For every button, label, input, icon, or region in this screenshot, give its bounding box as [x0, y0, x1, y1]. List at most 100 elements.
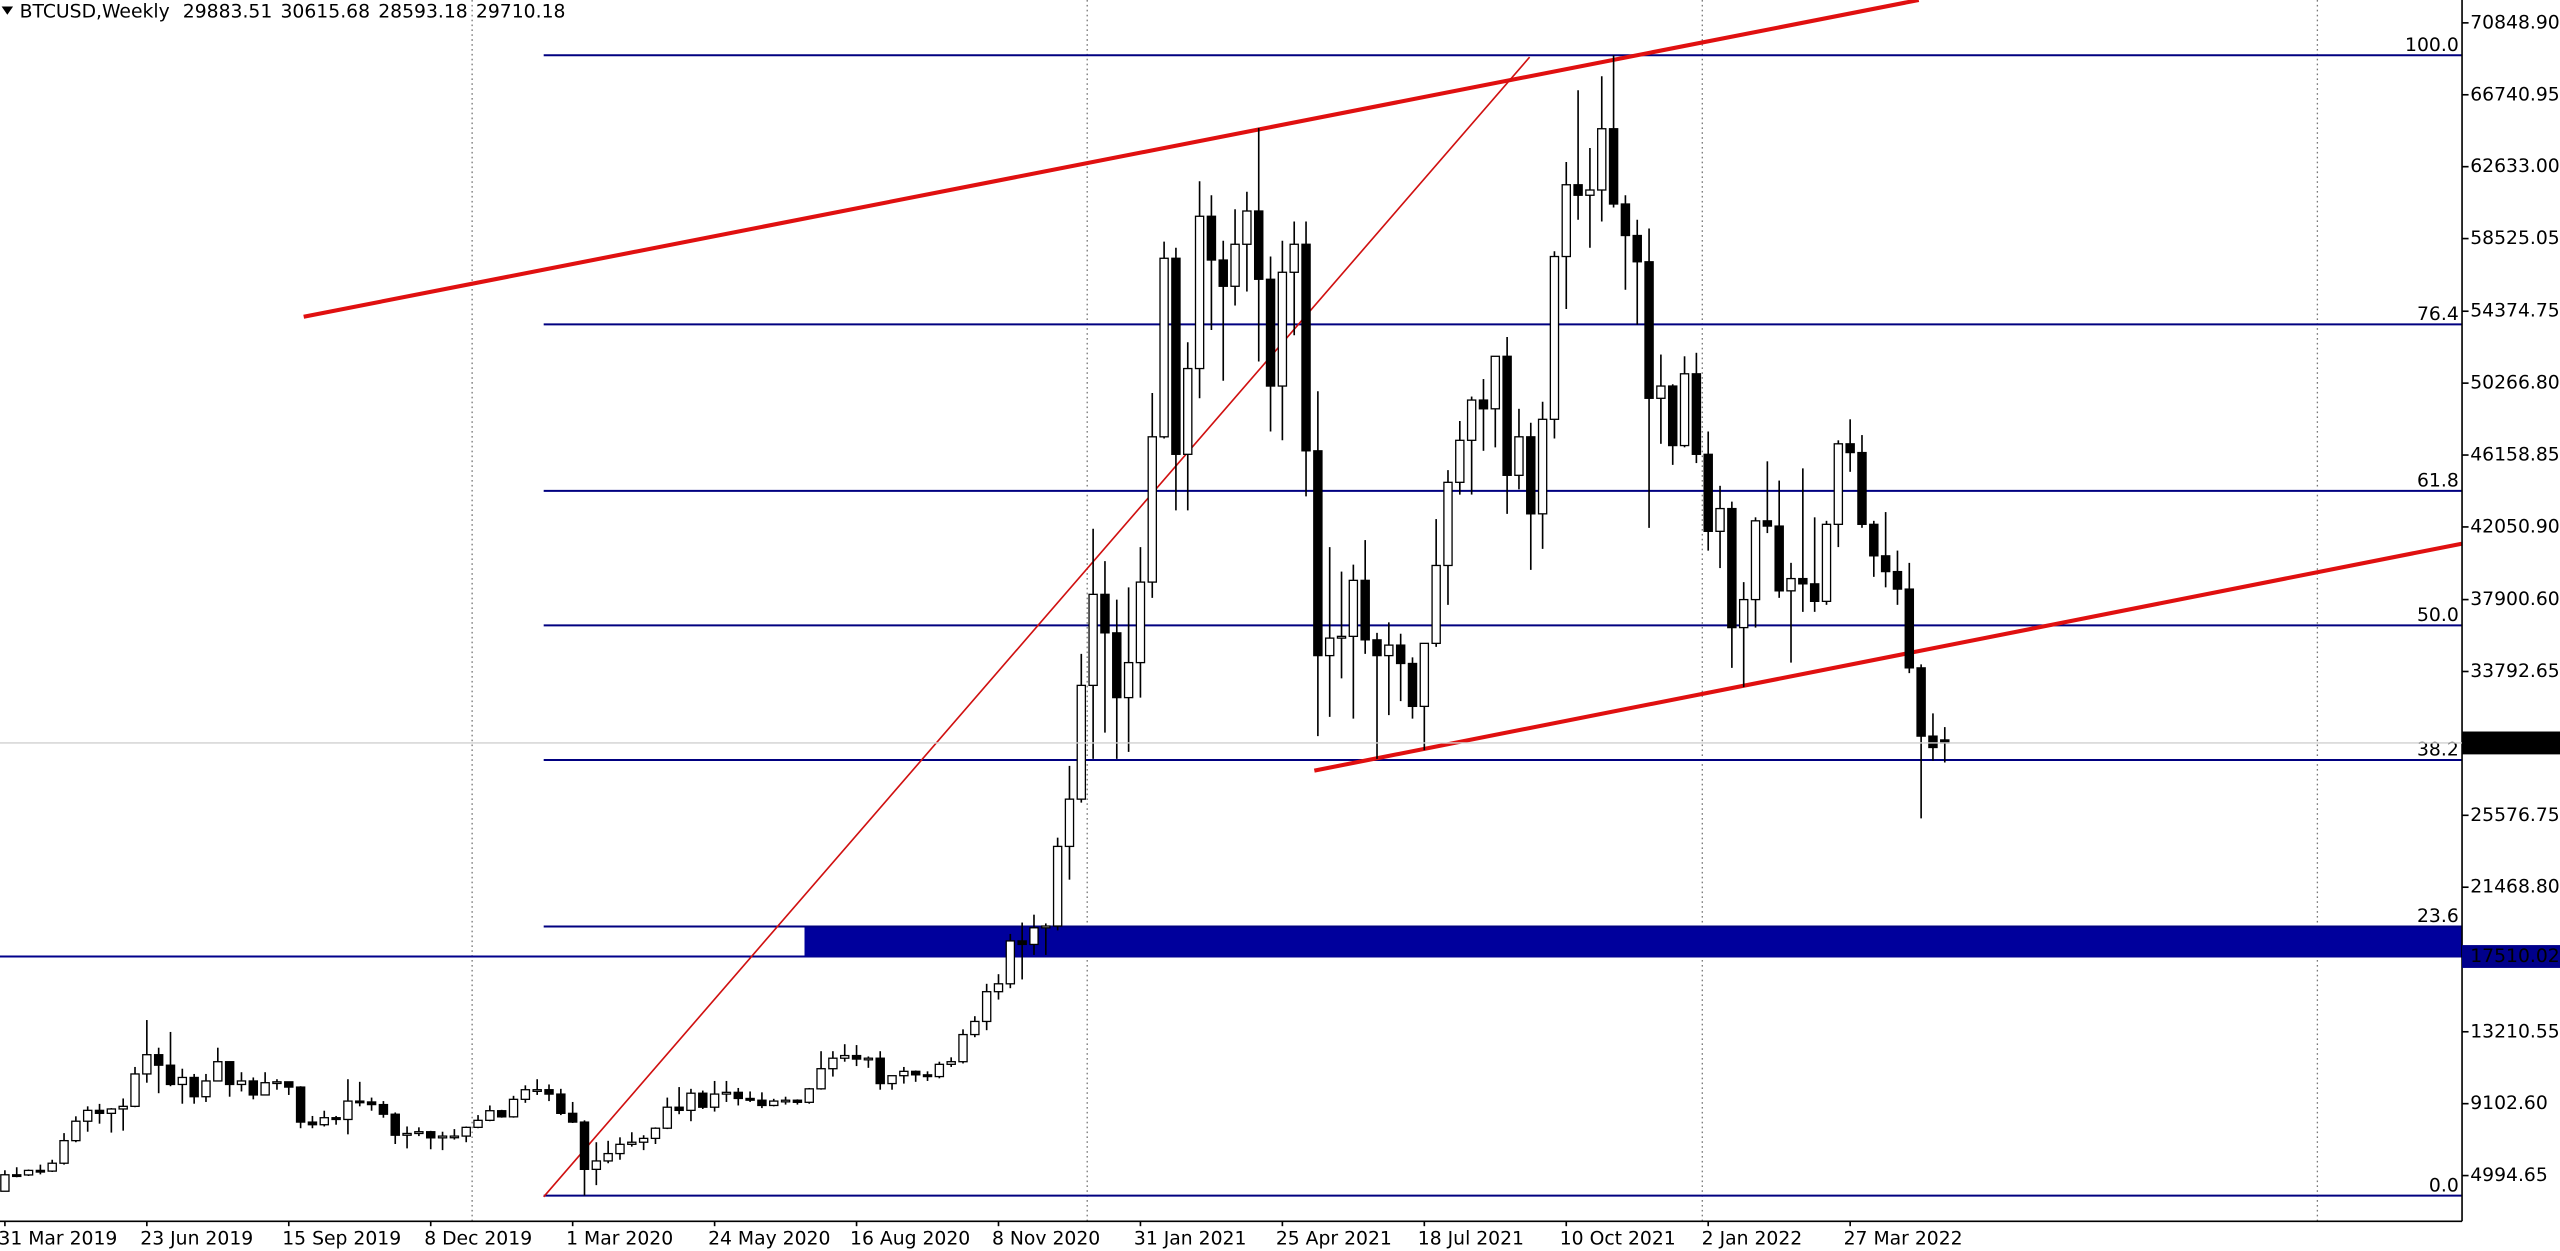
candle-body: [1112, 632, 1122, 699]
candle-body: [272, 1081, 282, 1085]
candle-body: [153, 1054, 164, 1066]
y-tick-label: 54374.75: [2470, 301, 2560, 322]
candle-body: [1490, 355, 1501, 410]
candle-body: [1644, 261, 1654, 399]
zone: [804, 926, 2463, 957]
candle-body: [1123, 661, 1134, 699]
x-tick-label: 25 Apr 2021: [1276, 1229, 1392, 1250]
candle-body: [260, 1082, 270, 1096]
symbol: BTCUSD,Weekly: [20, 1, 170, 22]
candle-body: [1904, 588, 1915, 669]
y-tick-label: 70848.90: [2470, 12, 2560, 33]
candle-body: [1206, 215, 1217, 261]
candle-body: [508, 1098, 519, 1118]
candle-body: [236, 1080, 247, 1086]
candle-body: [1916, 667, 1926, 737]
candle-body: [662, 1106, 673, 1129]
candle-body: [1183, 367, 1193, 455]
candle-body: [1821, 523, 1832, 603]
y-tick-label: 46158.85: [2470, 445, 2560, 466]
candle-body: [1620, 203, 1631, 237]
candle-body: [1597, 128, 1607, 191]
candle-body: [437, 1135, 448, 1139]
candle-body: [1076, 684, 1087, 800]
candle-body: [1632, 234, 1642, 263]
y-tick-label: 25576.75: [2470, 805, 2560, 826]
candle-body: [224, 1061, 235, 1086]
candle-body: [946, 1061, 956, 1065]
y-tick-label: 21468.80: [2470, 877, 2560, 898]
candle-body: [1786, 577, 1796, 592]
candle-body: [828, 1057, 838, 1070]
candle-body: [686, 1092, 696, 1112]
candle-body: [0, 1174, 10, 1192]
candle-body: [591, 1160, 602, 1171]
x-tick-label: 1 Mar 2020: [566, 1229, 673, 1250]
header-low: 28593.18: [378, 1, 468, 22]
candle-body: [248, 1080, 259, 1096]
header-open: 29883.51: [183, 1, 273, 22]
candle-body: [1395, 644, 1406, 665]
candle-body: [1809, 583, 1820, 603]
candle-body: [1667, 385, 1678, 447]
y-tick-label: 50266.80: [2470, 373, 2560, 394]
candle-body: [142, 1054, 152, 1075]
candle-body: [82, 1109, 93, 1122]
menu-arrow-icon[interactable]: [1, 6, 14, 15]
x-tick-label: 15 Sep 2019: [282, 1229, 401, 1250]
candle-body: [1064, 798, 1075, 848]
candle-body: [1549, 255, 1560, 420]
fib-level-label: 23.6: [2417, 906, 2459, 927]
candle-body: [319, 1117, 330, 1126]
candle-body: [165, 1064, 176, 1086]
fib-level-label: 76.4: [2417, 304, 2459, 325]
candle-body: [1147, 436, 1158, 583]
candle-body: [934, 1063, 945, 1078]
candle-body: [1561, 184, 1572, 258]
candle-body: [757, 1099, 767, 1107]
candle-body: [993, 983, 1004, 993]
candle-body: [1360, 579, 1370, 641]
fib-level-label: 38.2: [2417, 740, 2459, 761]
candle-body: [1348, 579, 1359, 638]
candle-body: [1608, 128, 1619, 205]
x-tick-label: 8 Dec 2019: [424, 1229, 532, 1250]
candle-body: [1869, 523, 1879, 557]
candle-body: [650, 1127, 661, 1140]
candle-body: [1017, 940, 1027, 946]
candle-body: [1857, 451, 1867, 525]
candle-body: [1277, 271, 1288, 387]
candle-body: [792, 1099, 803, 1103]
candle-body: [71, 1120, 81, 1142]
candle-body: [1466, 399, 1477, 441]
candle-body: [1041, 925, 1051, 929]
candle-body: [1431, 564, 1441, 645]
candle-body: [1892, 570, 1903, 590]
candle-body: [1703, 453, 1713, 532]
candle-body: [1230, 243, 1240, 287]
candle-body: [769, 1100, 779, 1107]
candle-body: [1407, 662, 1418, 708]
candle-body: [130, 1073, 140, 1107]
candle-body: [390, 1113, 400, 1136]
candle-body: [1478, 399, 1489, 410]
trend-line: [543, 56, 1531, 1198]
candle-body: [1419, 642, 1430, 708]
header-close: 29710.18: [476, 1, 566, 22]
candle-body: [839, 1054, 850, 1059]
candle-body: [1750, 520, 1761, 601]
candle-body: [721, 1091, 732, 1095]
candle-body: [1100, 593, 1110, 634]
fib-level-label: 61.8: [2417, 471, 2459, 492]
candle-body: [1656, 385, 1666, 399]
candle-body: [910, 1070, 921, 1076]
candle-body: [1443, 481, 1453, 567]
x-tick-label: 18 Jul 2021: [1418, 1229, 1524, 1250]
candle-body: [899, 1070, 909, 1077]
candle-body: [556, 1093, 566, 1114]
candle-body: [1265, 278, 1276, 387]
candle-body: [284, 1081, 294, 1088]
candle-body: [638, 1137, 649, 1143]
x-tick-label: 23 Jun 2019: [140, 1229, 253, 1250]
